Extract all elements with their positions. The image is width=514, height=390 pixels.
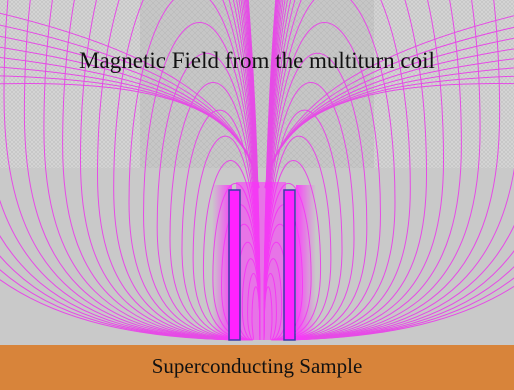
field-line-outer <box>0 83 260 189</box>
field-line <box>263 0 501 341</box>
field-line <box>263 82 355 341</box>
field-line <box>181 109 261 341</box>
field-line <box>23 0 261 341</box>
field-line <box>263 0 462 341</box>
field-line <box>0 0 261 341</box>
field-glow-center <box>236 182 286 340</box>
field-line <box>263 0 514 341</box>
field-glow-left <box>212 185 232 340</box>
field-line <box>263 0 514 341</box>
field-line <box>263 0 445 341</box>
field-line <box>263 0 428 341</box>
field-line <box>263 0 396 341</box>
field-line <box>156 52 261 341</box>
superconducting-sample <box>0 345 514 390</box>
field-line <box>96 0 261 341</box>
field-line <box>62 0 261 341</box>
field-glow-right <box>296 185 316 340</box>
field-line <box>263 0 514 341</box>
figure-title: Magnetic Field from the multiturn coil <box>79 48 435 73</box>
field-line <box>263 0 514 341</box>
field-line <box>263 0 481 341</box>
field-line <box>3 0 261 341</box>
field-line <box>0 0 261 341</box>
field-line <box>263 52 368 341</box>
field-line-outer <box>264 83 514 189</box>
field-line <box>128 0 261 341</box>
field-line <box>263 109 343 341</box>
field-line <box>113 0 261 341</box>
sample-label: Superconducting Sample <box>151 354 363 378</box>
coil-winding-left <box>228 189 241 341</box>
field-line <box>0 0 261 341</box>
field-line <box>263 0 411 341</box>
field-line <box>43 0 261 341</box>
coil-winding-right <box>283 189 296 341</box>
mesh-region-center <box>140 0 374 168</box>
field-line <box>79 0 261 341</box>
field-line <box>169 82 261 341</box>
field-line <box>0 0 261 341</box>
